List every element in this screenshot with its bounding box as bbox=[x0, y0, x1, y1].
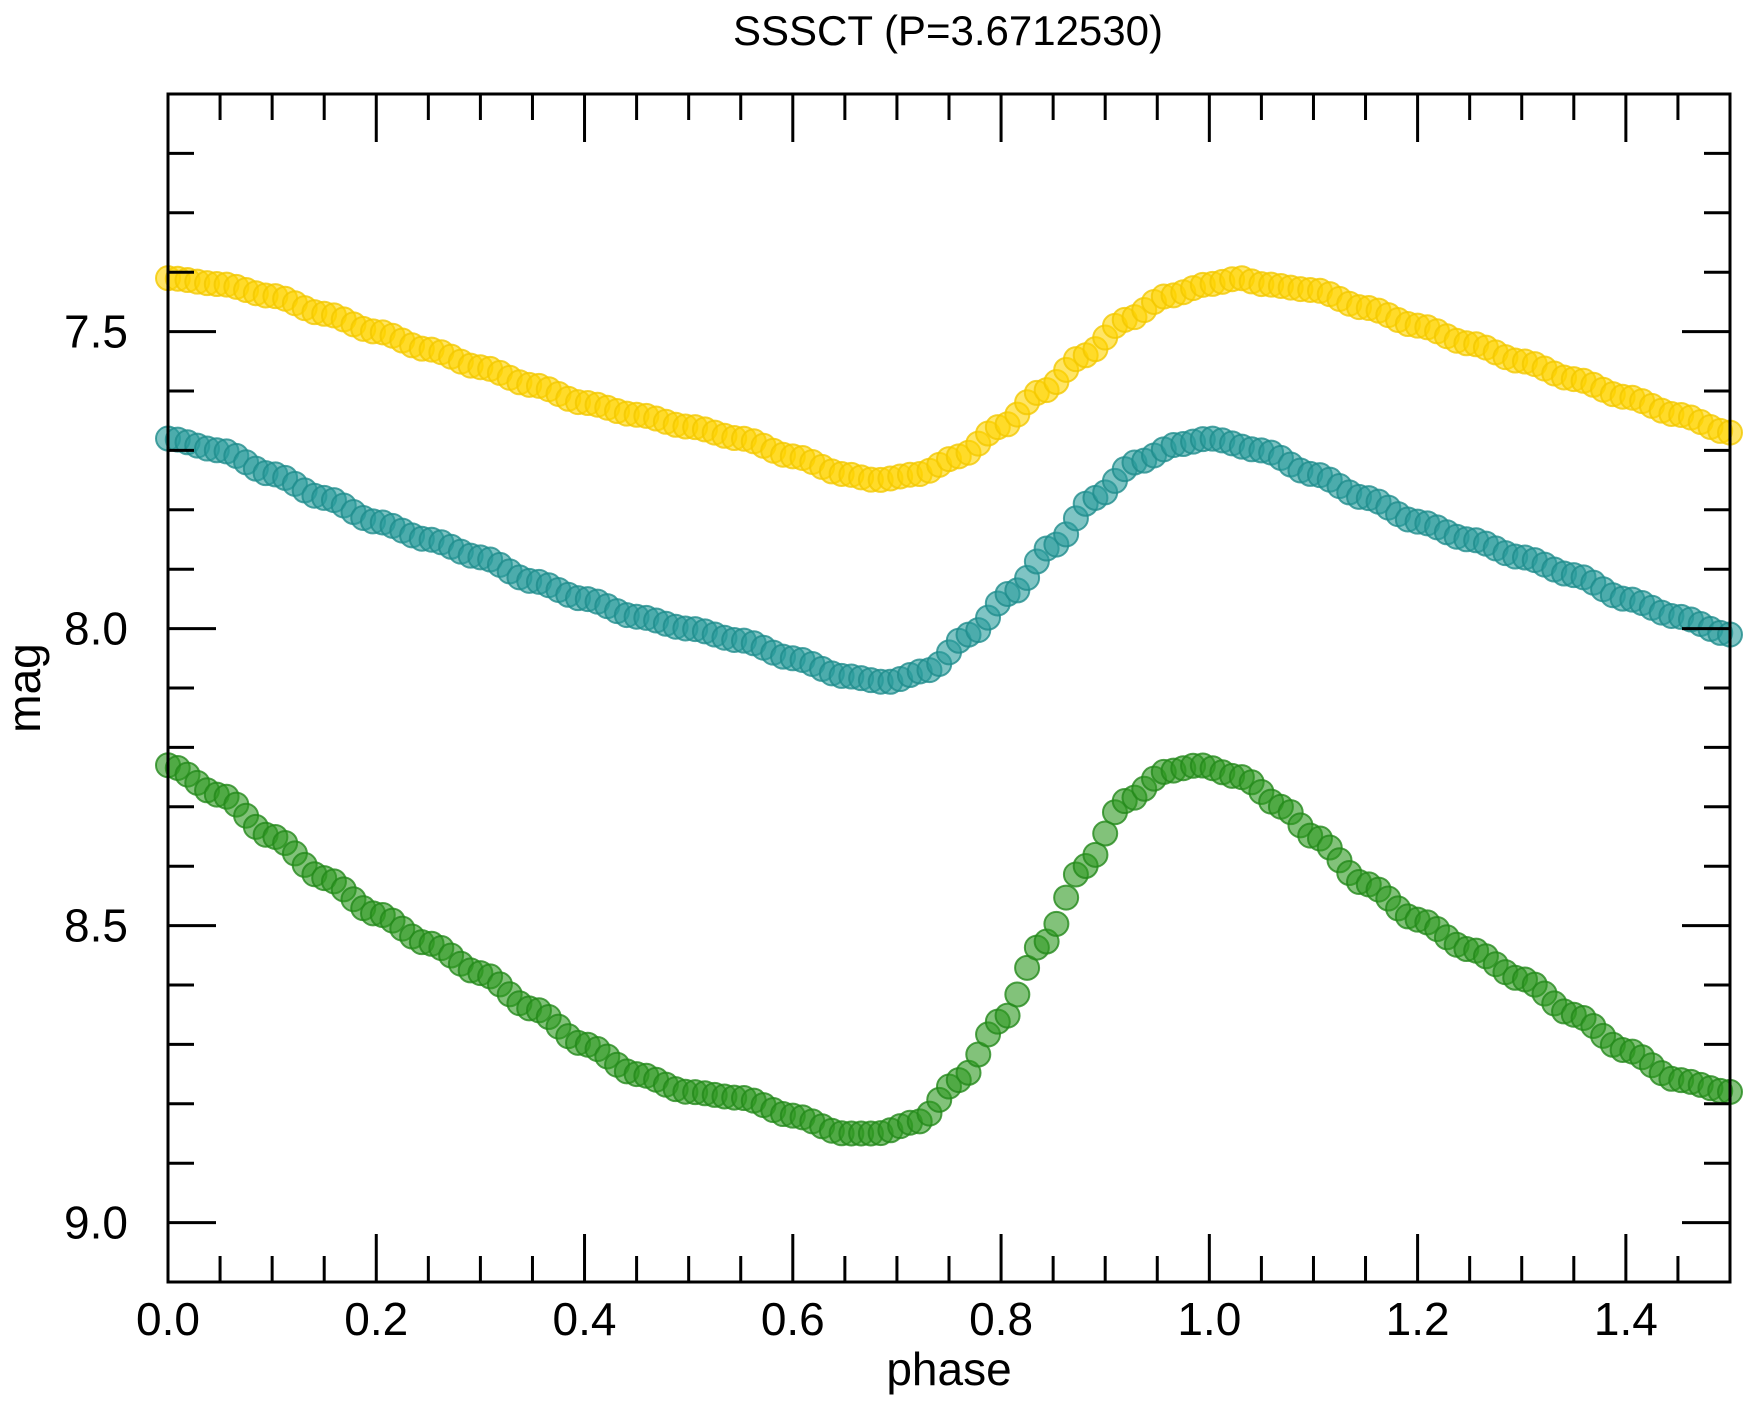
chart-title: SSSCT (P=3.6712530) bbox=[733, 7, 1163, 54]
x-tick-label: 1.4 bbox=[1594, 1293, 1658, 1345]
data-point bbox=[994, 1002, 1021, 1029]
data-series-layer bbox=[155, 265, 1743, 1147]
y-tick-label: 7.5 bbox=[64, 306, 128, 358]
data-point bbox=[1053, 884, 1080, 911]
y-tick-label: 8.0 bbox=[64, 603, 128, 655]
x-tick-label: 0.8 bbox=[969, 1293, 1033, 1345]
data-series-1 bbox=[155, 265, 1743, 493]
y-tick-label: 8.5 bbox=[64, 900, 128, 952]
x-tick-label: 0.4 bbox=[553, 1293, 617, 1345]
plot-frame bbox=[166, 92, 1732, 1284]
x-tick-label: 1.0 bbox=[1177, 1293, 1241, 1345]
tick-labels: 0.0 0.2 0.4 0.6 0.8 1.0 1.2 1.4 7.5 8.0 8.5 9.0 bbox=[64, 306, 1658, 1345]
data-point bbox=[1043, 910, 1070, 937]
y-tick-label: 9.0 bbox=[64, 1197, 128, 1249]
x-tick-label: 0.6 bbox=[761, 1293, 825, 1345]
x-tick-label: 1.2 bbox=[1386, 1293, 1450, 1345]
x-axis-title: phase bbox=[886, 1343, 1011, 1395]
data-point bbox=[1082, 841, 1109, 868]
y-axis-title: mag bbox=[0, 643, 50, 732]
data-point bbox=[1004, 981, 1031, 1008]
x-tick-label: 0.0 bbox=[136, 1293, 200, 1345]
data-series-2 bbox=[155, 425, 1743, 695]
data-point bbox=[1092, 820, 1119, 847]
data-series-3 bbox=[155, 752, 1743, 1147]
x-tick-label: 0.2 bbox=[344, 1293, 408, 1345]
